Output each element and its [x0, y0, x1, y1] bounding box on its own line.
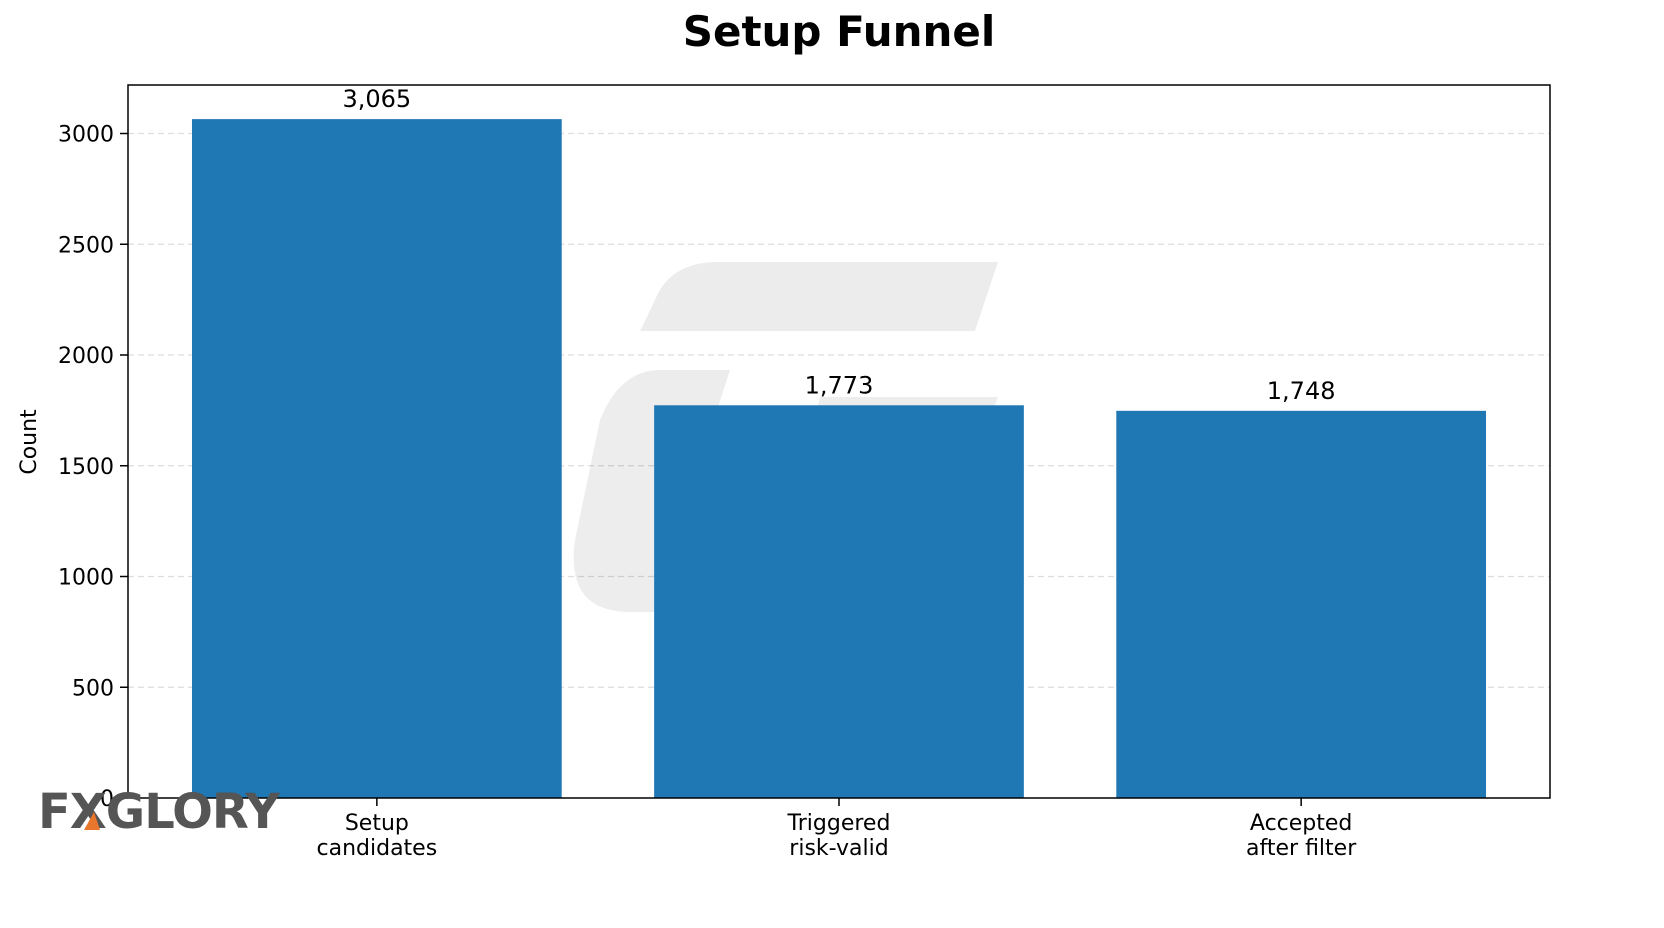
chart-title: Setup Funnel: [683, 7, 996, 56]
data-labels: 3,065 1,773 1,748: [342, 85, 1335, 405]
watermark-logo-text: FXGLORY: [38, 784, 281, 840]
x-tick-label: Triggered: [787, 811, 891, 836]
logo-accent-mark: [84, 812, 100, 830]
x-tick-label: Setup: [345, 811, 409, 836]
y-tick-label: 2000: [58, 344, 114, 369]
y-tick-label: 0: [100, 787, 114, 812]
x-tick-label: Accepted: [1250, 811, 1352, 836]
data-label: 1,773: [805, 371, 874, 399]
y-tick-label: 1500: [58, 455, 114, 480]
x-tick-label: risk-valid: [789, 836, 888, 861]
y-axis: 0 500 1000 1500 2000 2500 3000: [58, 123, 128, 812]
data-label: 3,065: [342, 85, 411, 113]
y-tick-label: 2500: [58, 233, 114, 258]
x-tick-label: after filter: [1246, 836, 1357, 861]
bar: [1116, 410, 1487, 798]
bar: [191, 119, 562, 798]
y-tick-label: 1000: [58, 566, 114, 591]
bars: [191, 119, 1487, 798]
x-tick-label: candidates: [317, 836, 438, 861]
watermark-logo: FXGLORY: [38, 784, 282, 840]
bar: [654, 405, 1024, 798]
y-axis-title: Count: [17, 409, 42, 475]
y-tick-label: 3000: [58, 123, 114, 148]
data-label: 1,748: [1267, 377, 1336, 405]
y-tick-label: 500: [72, 676, 114, 701]
